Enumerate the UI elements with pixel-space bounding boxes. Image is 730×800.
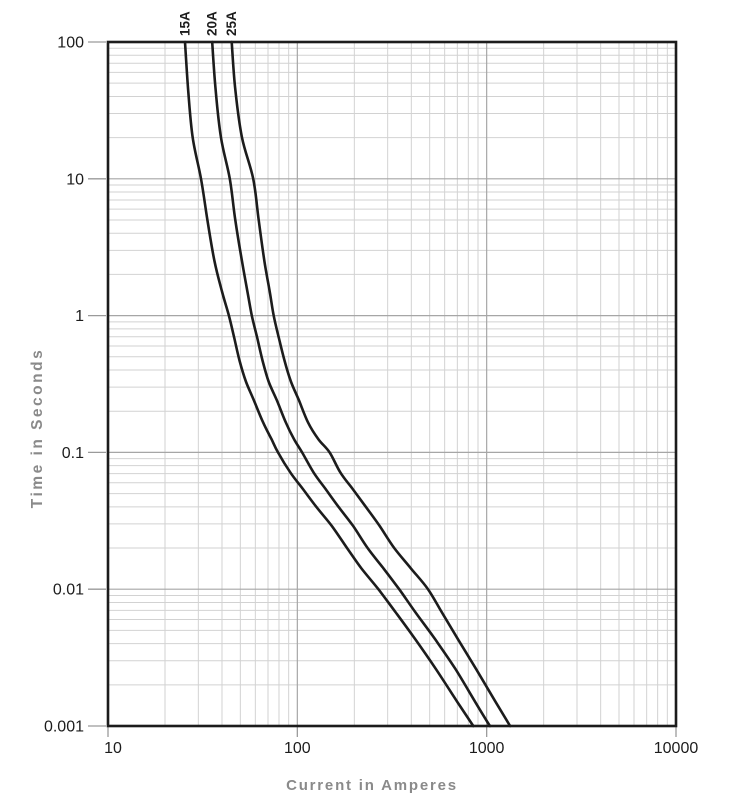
curve-25A — [230, 40, 512, 728]
y-tick-label: 0.001 — [44, 719, 84, 736]
x-tick-label: 10000 — [654, 740, 699, 757]
y-tick-label: 0.1 — [62, 445, 84, 462]
x-axis-title: Current in Amperes — [286, 777, 458, 794]
curve-20A — [210, 40, 492, 728]
plot-border — [106, 40, 678, 728]
curve-15A — [183, 40, 475, 728]
y-tick-label: 100 — [57, 35, 84, 52]
y-tick-label: 1 — [75, 308, 84, 325]
curve-label-15A: 15A — [178, 11, 193, 36]
x-tick-label: 1000 — [469, 740, 505, 757]
x-tick-label: 10 — [104, 740, 122, 757]
y-axis-title: Time in Seconds — [29, 347, 46, 509]
curve-label-25A: 25A — [224, 11, 239, 36]
curve-label-20A: 20A — [205, 11, 220, 36]
x-tick-label: 100 — [284, 740, 311, 757]
y-tick-label: 10 — [66, 171, 84, 188]
y-tick-label: 0.01 — [53, 582, 84, 599]
